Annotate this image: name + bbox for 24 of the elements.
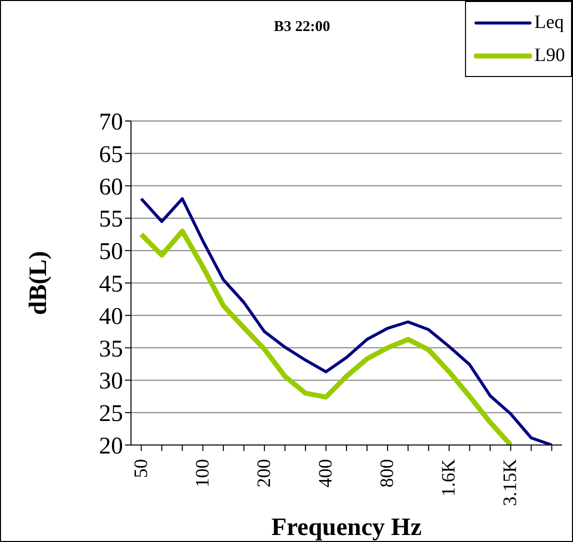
x-tick-label: 50 xyxy=(130,459,152,478)
y-tick-label: 30 xyxy=(99,368,123,395)
x-tick-label: 1.6K xyxy=(438,458,460,496)
x-tick-label: 200 xyxy=(254,459,275,488)
y-tick-label: 45 xyxy=(99,272,123,298)
y-tick-label: 25 xyxy=(99,401,123,428)
x-tick-label: 3.15K xyxy=(500,458,522,506)
line-series xyxy=(140,197,554,445)
chart-title: B3 22:00 xyxy=(272,19,332,36)
x-tick-label: 400 xyxy=(315,459,336,488)
y-tick-label: 65 xyxy=(99,142,123,168)
y-tick-label: 50 xyxy=(99,239,123,266)
x-tick-label: 800 xyxy=(377,459,398,488)
y-tick-label: 40 xyxy=(99,304,123,330)
y-tick-label: 60 xyxy=(99,174,123,200)
legend-label: Leq xyxy=(534,12,564,34)
y-tick-label: 55 xyxy=(99,206,123,233)
y-tick-label: 20 xyxy=(99,434,123,460)
legend-label: L90 xyxy=(534,44,565,66)
y-tick-label: 70 xyxy=(99,110,123,136)
x-tick-label: 100 xyxy=(192,459,214,488)
y-axis-title: dB(L) xyxy=(24,251,52,315)
x-axis-title: Frequency Hz xyxy=(271,514,422,541)
y-tick-label: 35 xyxy=(99,336,123,362)
